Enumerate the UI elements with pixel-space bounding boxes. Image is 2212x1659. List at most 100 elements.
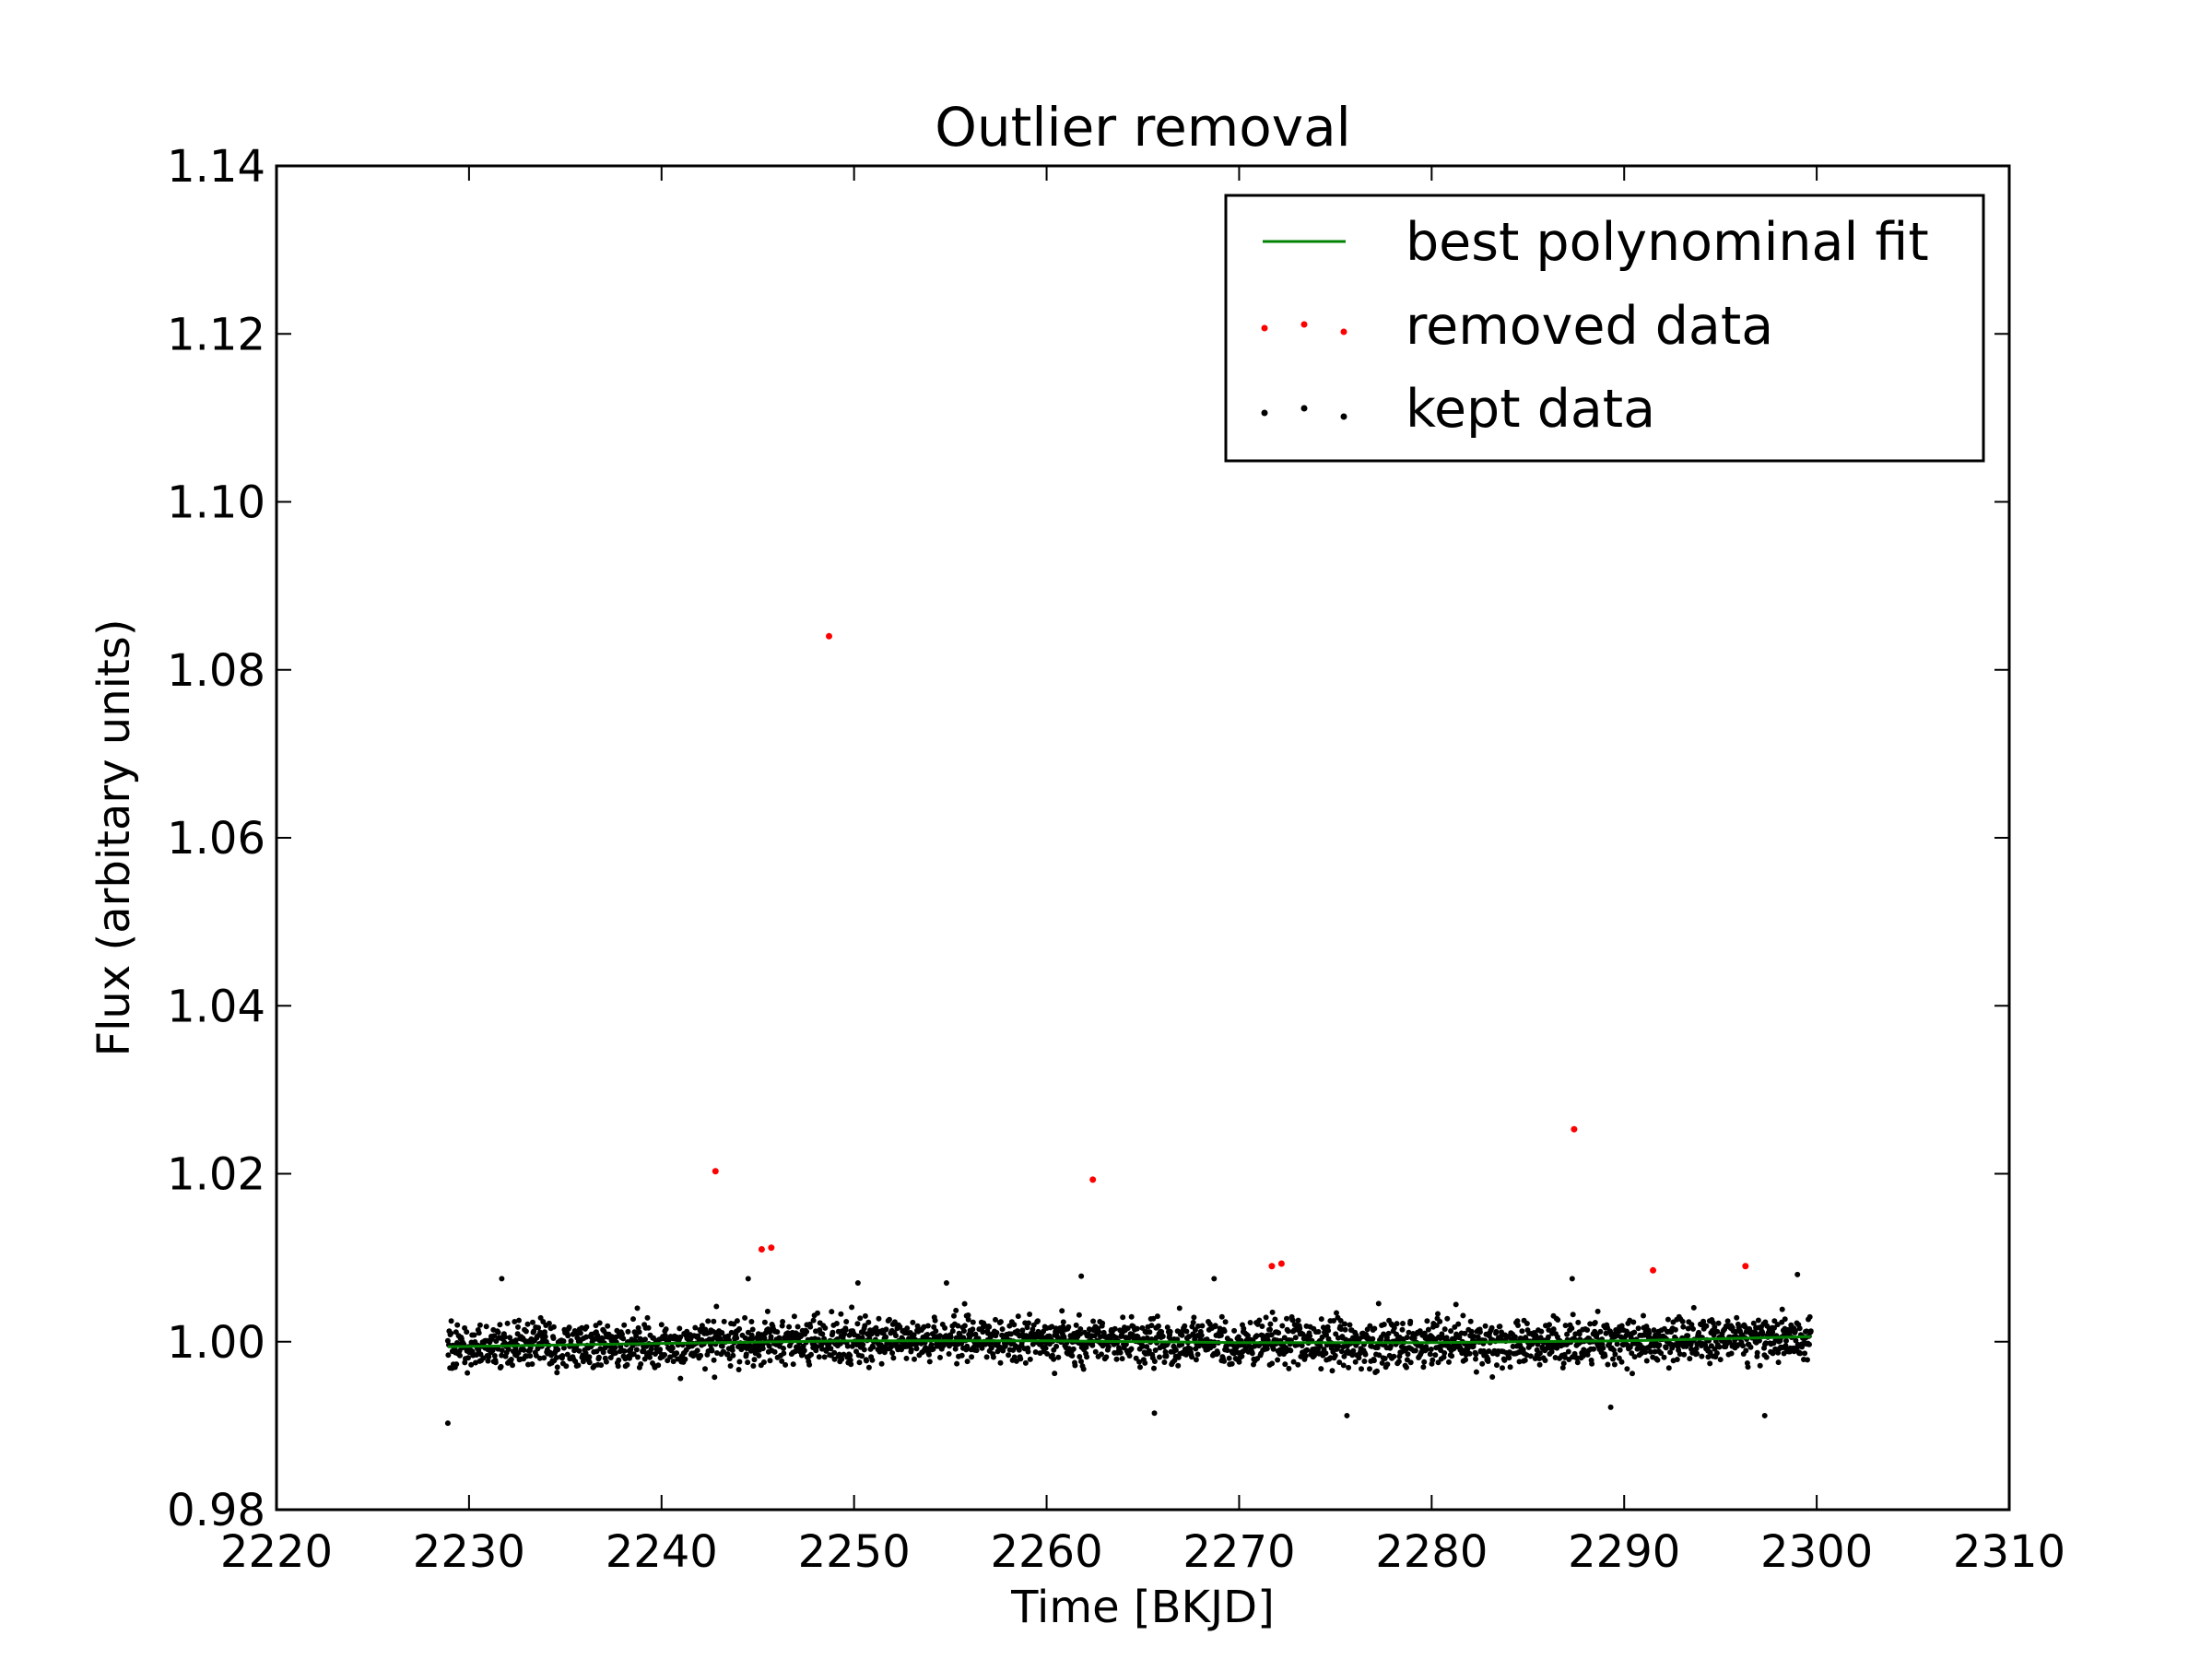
x-tick-label: 2260 [990,1526,1102,1578]
kept-data-point [1489,1374,1496,1380]
kept-data-point [1117,1349,1124,1356]
kept-data-point [1105,1344,1112,1350]
kept-data-point [1565,1348,1571,1355]
kept-data-point [1103,1354,1110,1360]
plot-marks [444,632,1814,1427]
kept-data-point [694,1347,700,1354]
kept-data-point [843,1319,850,1324]
kept-data-point [961,1300,968,1307]
kept-data-point [1559,1365,1566,1371]
kept-data-point [1218,1313,1225,1320]
kept-data-point [889,1350,896,1356]
kept-data-point [657,1347,664,1353]
kept-data-point [1289,1317,1296,1324]
kept-data-point [1466,1350,1473,1357]
x-tick-label: 2310 [1953,1526,2065,1578]
kept-data-point [833,1321,840,1326]
kept-data-point [662,1333,668,1339]
kept-data-point [1270,1346,1277,1352]
kept-data-point [1151,1410,1158,1417]
kept-data-point [1136,1359,1142,1365]
kept-data-point [568,1337,574,1344]
kept-data-point [1148,1323,1155,1329]
kept-data-point [1665,1316,1671,1323]
kept-data-point [489,1347,496,1354]
removed-data-point [826,632,833,640]
kept-data-point [525,1361,531,1368]
kept-data-point [815,1310,820,1316]
kept-data-point [1514,1318,1521,1324]
legend-kept-swatch [1300,405,1308,412]
kept-data-point [1191,1314,1197,1321]
kept-data-point [786,1324,793,1330]
kept-data-point [1607,1404,1614,1410]
kept-data-point [477,1322,483,1328]
kept-data-point [1069,1353,1076,1359]
kept-data-point [1611,1361,1618,1368]
kept-data-point [1236,1359,1242,1365]
kept-data-point [952,1346,959,1352]
kept-data-point [1335,1343,1342,1349]
kept-data-point [860,1342,866,1347]
kept-data-point [1771,1318,1778,1324]
kept-data-point [1500,1365,1505,1371]
kept-data-point [491,1333,498,1339]
kept-data-point [793,1348,798,1355]
kept-data-point [1263,1314,1269,1321]
kept-data-point [1241,1325,1247,1332]
kept-data-point [1371,1358,1377,1364]
kept-data-point [1728,1350,1735,1357]
kept-data-point [930,1346,936,1352]
kept-data-point [829,1309,835,1315]
kept-data-point [1340,1344,1347,1350]
kept-data-point [1190,1319,1196,1325]
kept-data-point [1204,1336,1210,1343]
kept-data-point [638,1361,644,1367]
kept-data-point [949,1328,956,1335]
kept-data-point [564,1351,571,1358]
kept-data-point [1030,1326,1036,1333]
kept-data-point [677,1334,684,1340]
kept-data-point [613,1349,618,1356]
kept-data-point [1222,1319,1229,1325]
kept-data-point [1475,1334,1481,1340]
kept-data-point [1663,1345,1669,1351]
kept-data-point [1072,1362,1078,1369]
kept-data-point [1010,1347,1017,1353]
kept-data-point [960,1328,967,1335]
legend-label-kept: kept data [1406,379,1655,440]
kept-data-point [964,1359,971,1365]
kept-data-point [1198,1332,1205,1338]
kept-data-point [725,1333,732,1339]
kept-data-point [1715,1320,1722,1326]
kept-data-point [842,1327,849,1333]
kept-data-point [1065,1324,1072,1330]
kept-data-point [1782,1316,1788,1323]
kept-data-point [994,1348,1001,1355]
kept-data-point [1336,1359,1343,1366]
x-tick-label: 2290 [1568,1526,1680,1578]
kept-data-point [1587,1321,1594,1327]
kept-data-point [1279,1323,1286,1329]
kept-data-point [1584,1327,1591,1333]
kept-data-point [728,1329,735,1335]
kept-data-point [1229,1360,1235,1367]
kept-data-point [1249,1350,1255,1357]
kept-data-point [1486,1348,1492,1354]
kept-data-point [859,1335,865,1341]
kept-data-point [1128,1346,1135,1352]
kept-data-point [1407,1359,1414,1366]
kept-data-point [448,1318,454,1324]
kept-data-point [565,1333,571,1339]
kept-data-point [483,1324,489,1330]
removed-data-point [1089,1176,1097,1183]
kept-data-point [1013,1358,1019,1364]
kept-data-point [598,1362,605,1369]
removed-data-point [1268,1263,1276,1270]
kept-data-point [586,1359,593,1366]
kept-data-point [620,1335,627,1342]
kept-data-point [1356,1355,1362,1361]
kept-data-point [1699,1353,1705,1359]
kept-data-point [727,1363,734,1369]
kept-data-point [1412,1347,1418,1354]
